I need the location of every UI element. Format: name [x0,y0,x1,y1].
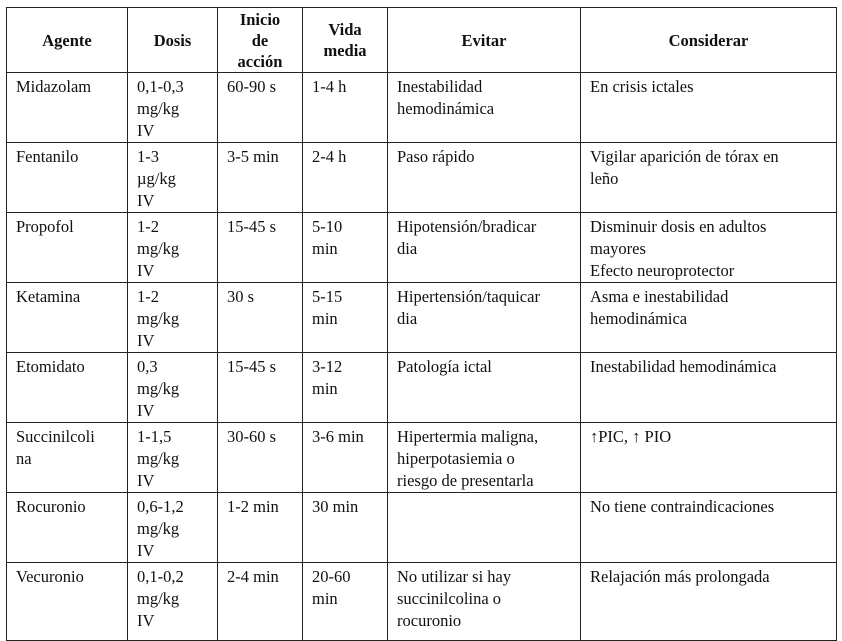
cell-agente: Etomidato [6,352,128,423]
cell-evitar: Paso rápido [387,142,581,213]
cell-evitar: Patología ictal [387,352,581,423]
cell-agente: Ketamina [6,282,128,353]
cell-inicio: 3-5 min [217,142,303,213]
cell-agente: Rocuronio [6,492,128,563]
cell-inicio: 1-2 min [217,492,303,563]
cell-vida-media: 20-60 min [302,562,388,641]
cell-dosis: 0,3 mg/kg IV [127,352,218,423]
cell-inicio: 2-4 min [217,562,303,641]
cell-evitar: Hipertermia maligna, hiperpotasiemia o r… [387,422,581,493]
cell-agente: Vecuronio [6,562,128,641]
cell-inicio: 30 s [217,282,303,353]
cell-agente: Propofol [6,212,128,283]
table-row: Fentanilo 1-3 µg/kg IV 3-5 min 2-4 h Paso rá… [6,142,837,213]
cell-dosis: 0,6-1,2 mg/kg IV [127,492,218,563]
cell-considerar: Vigilar aparición de tórax en leño [580,142,837,213]
cell-dosis: 1-2 mg/kg IV [127,212,218,283]
cell-vida-media: 5-15 min [302,282,388,353]
header-inicio: Inicio de acción [217,7,303,73]
cell-evitar: Hipotensión/bradicar dia [387,212,581,283]
cell-evitar: Hipertensión/taquicar dia [387,282,581,353]
cell-considerar: En crisis ictales [580,72,837,143]
cell-dosis: 1-2 mg/kg IV [127,282,218,353]
cell-considerar: Relajación más prolongada [580,562,837,641]
table-row: Ketamina 1-2 mg/kg IV 30 s 5-15 min Hiperten… [6,282,837,353]
cell-inicio: 30-60 s [217,422,303,493]
header-considerar: Considerar [580,7,837,73]
cell-agente: Fentanilo [6,142,128,213]
cell-dosis: 0,1-0,3 mg/kg IV [127,72,218,143]
header-agente: Agente [6,7,128,73]
table-row: Midazolam 0,1-0,3 mg/kg IV 60-90 s 1-4 h Ine… [6,72,837,143]
table-row: Succinilcoli na 1-1,5 mg/kg IV 30-60 s 3-6 … [6,422,837,493]
cell-evitar: No utilizar si hay succinilcolina o rocu… [387,562,581,641]
cell-evitar: Inestabilidad hemodinámica [387,72,581,143]
cell-considerar: Inestabilidad hemodinámica [580,352,837,423]
header-vida-media: Vida media [302,7,388,73]
cell-inicio: 15-45 s [217,212,303,283]
header-row: Agente Dosis Inicio de acción Vida media Evi… [6,7,837,73]
header-dosis: Dosis [127,7,218,73]
table-row: Etomidato 0,3 mg/kg IV 15-45 s 3-12 min Pato… [6,352,837,423]
cell-considerar: No tiene contraindicaciones [580,492,837,563]
cell-considerar: Asma e inestabilidad hemodinámica [580,282,837,353]
cell-inicio: 15-45 s [217,352,303,423]
cell-vida-media: 3-6 min [302,422,388,493]
cell-vida-media: 1-4 h [302,72,388,143]
table-row: Vecuronio 0,1-0,2 mg/kg IV 2-4 min 20-60 mi… [6,562,837,641]
cell-vida-media: 2-4 h [302,142,388,213]
table-row: Rocuronio 0,6-1,2 mg/kg IV 1-2 min 30 min No… [6,492,837,563]
cell-dosis: 0,1-0,2 mg/kg IV [127,562,218,641]
cell-dosis: 1-3 µg/kg IV [127,142,218,213]
cell-vida-media: 3-12 min [302,352,388,423]
table-row: Propofol 1-2 mg/kg IV 15-45 s 5-10 min Hipot… [6,212,837,283]
cell-considerar: Disminuir dosis en adultos mayores Efect… [580,212,837,283]
cell-vida-media: 5-10 min [302,212,388,283]
cell-dosis: 1-1,5 mg/kg IV [127,422,218,493]
header-evitar: Evitar [387,7,581,73]
cell-agente: Succinilcoli na [6,422,128,493]
cell-considerar: ↑PIC, ↑ PIO [580,422,837,493]
cell-vida-media: 30 min [302,492,388,563]
cell-evitar [387,492,581,563]
cell-agente: Midazolam [6,72,128,143]
drug-table: Agente Dosis Inicio de acción Vida media Evi… [6,7,837,641]
cell-inicio: 60-90 s [217,72,303,143]
